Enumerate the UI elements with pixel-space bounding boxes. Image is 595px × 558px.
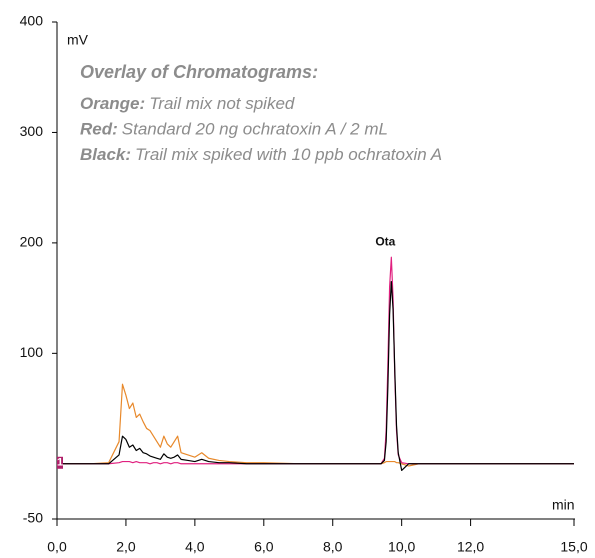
x-tick-label: 4,0 [185, 539, 205, 555]
heading: Overlay of Chromatograms: [80, 62, 318, 82]
x-tick-label: 15,0 [560, 539, 587, 555]
x-tick-label: 8,0 [323, 539, 343, 555]
y-tick-label: 200 [20, 234, 44, 250]
peak-label: Ota [375, 234, 395, 248]
x-tick-label: 10,0 [388, 539, 415, 555]
y-tick-label: 100 [20, 344, 44, 360]
series-line [57, 256, 574, 465]
y-axis-label: mV [67, 32, 89, 48]
legend-label: Orange: [80, 94, 145, 113]
x-tick-label: 12,0 [457, 539, 484, 555]
legend-text: Standard 20 ng ochratoxin A / 2 mL [122, 120, 388, 139]
legend-entry: Orange: Trail mix not spiked [80, 94, 295, 113]
y-tick-label: 300 [20, 123, 44, 139]
series-line [57, 280, 574, 471]
legend-text: Trail mix not spiked [149, 94, 295, 113]
y-tick-label: -50 [23, 510, 43, 526]
legend-text: Trail mix spiked with 10 ppb ochratoxin … [135, 145, 442, 164]
x-axis-label: min [552, 497, 575, 513]
legend-entry: Black: Trail mix spiked with 10 ppb ochra… [80, 145, 442, 164]
series-line [57, 383, 574, 467]
y-tick-label: 400 [20, 13, 44, 29]
marker-label: 1 [57, 457, 63, 469]
legend-entry: Red: Standard 20 ng ochratoxin A / 2 mL [80, 120, 388, 139]
marker-box [57, 456, 63, 469]
x-tick-label: 2,0 [116, 539, 136, 555]
legend-label: Black: [80, 145, 131, 164]
legend-label: Red: [80, 120, 118, 139]
x-tick-label: 0,0 [47, 539, 67, 555]
x-tick-label: 6,0 [254, 539, 274, 555]
